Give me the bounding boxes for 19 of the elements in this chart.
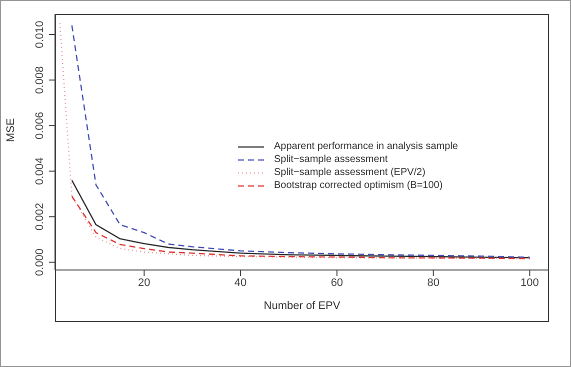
legend-label: Split−sample assessment	[274, 153, 388, 166]
y-tick-label: 0.002	[34, 202, 46, 230]
x-tick-label: 100	[520, 276, 539, 289]
y-tick-label: 0.006	[34, 112, 46, 140]
x-tick-label: 60	[330, 276, 344, 289]
y-tick-label: 0.008	[34, 66, 46, 94]
x-tick-label: 20	[138, 276, 150, 289]
y-tick-label: 0.000	[34, 248, 46, 276]
x-tick-label: 80	[427, 276, 440, 289]
legend-label: Split−sample assessment (EPV/2)	[274, 166, 426, 179]
y-tick-label: 0.010	[34, 20, 46, 48]
x-tick-label: 40	[234, 276, 247, 289]
line-series	[71, 180, 530, 258]
line-series	[71, 196, 530, 260]
y-axis-title: MSE	[4, 118, 17, 142]
y-tick-label: 0.004	[34, 157, 46, 185]
legend-label: Apparent performance in analysis sample	[274, 140, 458, 153]
legend-label: Bootstrap corrected optimism (B=100)	[274, 179, 443, 192]
x-axis-title: Number of EPV	[264, 300, 341, 312]
